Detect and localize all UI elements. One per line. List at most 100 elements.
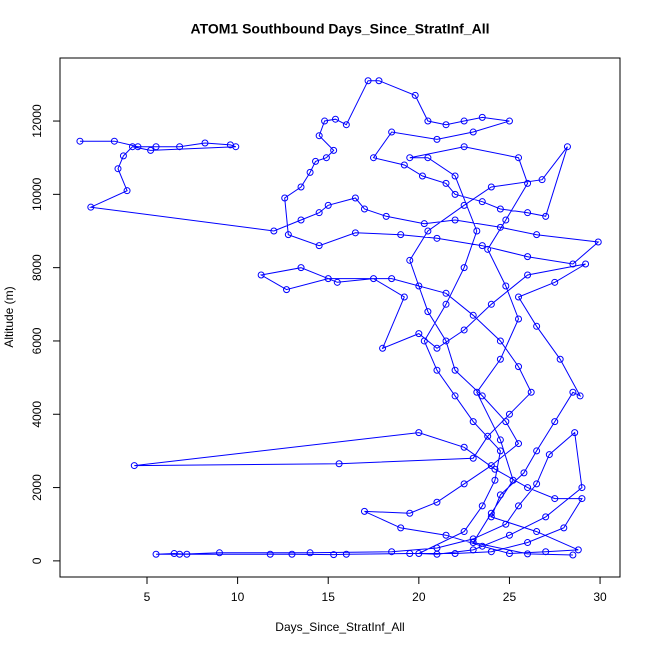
data-point xyxy=(478,242,486,250)
data-point xyxy=(520,469,528,477)
data-point xyxy=(123,187,131,195)
data-point xyxy=(469,539,477,547)
data-point xyxy=(433,135,441,143)
data-point xyxy=(560,524,568,532)
data-point xyxy=(297,264,305,272)
y-tick-label: 8000 xyxy=(30,254,44,281)
data-point xyxy=(496,205,504,213)
data-point xyxy=(473,388,481,396)
data-point xyxy=(496,223,504,231)
data-point xyxy=(406,509,414,517)
data-point xyxy=(551,278,559,286)
data-point xyxy=(424,308,432,316)
data-point xyxy=(315,132,323,140)
data-point xyxy=(315,209,323,217)
data-point xyxy=(469,535,477,543)
data-point xyxy=(451,172,459,180)
data-point xyxy=(563,143,571,151)
data-point xyxy=(297,216,305,224)
data-point xyxy=(324,201,332,209)
data-point xyxy=(469,454,477,462)
data-point xyxy=(370,154,378,162)
x-tick-label: 5 xyxy=(144,590,151,604)
data-point xyxy=(324,275,332,283)
data-point xyxy=(283,286,291,294)
data-point xyxy=(491,476,499,484)
data-point xyxy=(442,300,450,308)
data-point xyxy=(451,550,459,558)
data-point xyxy=(333,278,341,286)
data-point xyxy=(569,388,577,396)
x-tick-label: 15 xyxy=(322,590,336,604)
data-point xyxy=(266,550,274,558)
data-point xyxy=(451,392,459,400)
data-point xyxy=(114,165,122,173)
data-point xyxy=(281,194,289,202)
data-point xyxy=(442,289,450,297)
data-point xyxy=(509,476,517,484)
y-tick-label: 2000 xyxy=(30,474,44,501)
data-point xyxy=(487,300,495,308)
data-point xyxy=(473,227,481,235)
data-point xyxy=(442,531,450,539)
data-point xyxy=(270,227,278,235)
data-point xyxy=(496,491,504,499)
data-point xyxy=(284,231,292,239)
data-point xyxy=(257,271,265,279)
data-point xyxy=(578,495,586,503)
data-point xyxy=(491,465,499,473)
data-point xyxy=(351,229,359,237)
data-point xyxy=(484,432,492,440)
data-point xyxy=(130,462,138,470)
data-point xyxy=(496,355,504,363)
plot-frame xyxy=(59,57,621,578)
y-tick-label: 10000 xyxy=(30,177,44,211)
data-point xyxy=(297,183,305,191)
data-point xyxy=(460,326,468,334)
data-point xyxy=(406,256,414,264)
data-point xyxy=(388,128,396,136)
data-point xyxy=(533,447,541,455)
x-tick-label: 10 xyxy=(231,590,245,604)
data-point xyxy=(433,550,441,558)
data-point xyxy=(496,436,504,444)
data-point xyxy=(370,275,378,283)
data-point xyxy=(397,231,405,239)
data-point xyxy=(460,443,468,451)
x-tick-label: 20 xyxy=(412,590,426,604)
x-tick-label: 30 xyxy=(593,590,607,604)
data-point xyxy=(542,212,550,220)
data-point xyxy=(411,91,419,99)
data-point xyxy=(364,77,372,85)
data-point xyxy=(515,502,523,510)
data-point xyxy=(321,117,329,125)
data-point xyxy=(533,322,541,330)
chart-title: ATOM1 Southbound Days_Since_StratInf_All xyxy=(191,21,490,37)
data-point xyxy=(469,128,477,136)
data-point xyxy=(545,451,553,459)
data-point xyxy=(433,344,441,352)
y-tick-label: 6000 xyxy=(30,327,44,354)
data-point xyxy=(379,344,387,352)
data-point xyxy=(502,216,510,224)
data-point xyxy=(505,410,513,418)
data-point xyxy=(312,157,320,165)
data-point xyxy=(433,498,441,506)
data-point xyxy=(524,179,532,187)
data-point xyxy=(460,264,468,272)
data-point xyxy=(487,462,495,470)
data-point xyxy=(451,190,459,198)
data-point xyxy=(330,551,338,559)
data-point xyxy=(415,330,423,338)
data-point xyxy=(335,460,343,468)
data-point xyxy=(496,447,504,455)
data-point xyxy=(460,201,468,209)
data-point xyxy=(569,551,577,559)
data-point xyxy=(515,363,523,371)
data-point xyxy=(515,293,523,301)
data-point xyxy=(515,315,523,323)
x-tick-label: 25 xyxy=(503,590,517,604)
data-point xyxy=(418,172,426,180)
data-point xyxy=(400,161,408,169)
